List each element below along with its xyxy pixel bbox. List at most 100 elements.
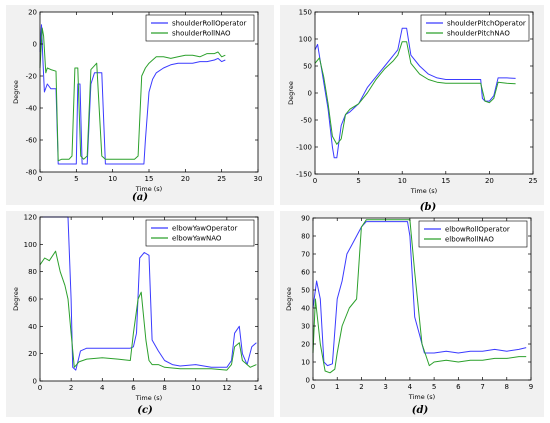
legend-label-shoulderRollNAO: shoulderRollNAO: [172, 30, 231, 38]
series-line-shoulderRollOperator: [39, 24, 226, 165]
y-tick-label: -60: [26, 137, 37, 145]
y-tick-label: 30: [301, 323, 310, 331]
y-tick-label: -50: [301, 117, 312, 125]
series-line-elbowYawOperator: [40, 216, 257, 371]
y-tick-label: 100: [24, 241, 37, 249]
x-axis-label: Time (s): [408, 393, 435, 401]
legend-box: [420, 14, 530, 42]
y-tick-label: -80: [26, 169, 37, 177]
x-axis-label: Time (s): [410, 187, 437, 195]
x-tick-label: 4: [408, 383, 413, 391]
y-tick-label: 0: [33, 378, 37, 386]
x-tick-label: 0: [311, 383, 315, 391]
x-tick-label: 0: [313, 177, 317, 185]
y-tick-label: 50: [303, 63, 312, 71]
y-tick-label: 0: [308, 90, 312, 98]
x-tick-label: 8: [162, 384, 166, 392]
y-tick-label: -100: [296, 144, 312, 152]
y-tick-label: 60: [301, 269, 310, 277]
x-tick-label: 5: [356, 177, 360, 185]
y-axis-label: Degree: [285, 287, 293, 311]
y-tick-label: 10: [301, 359, 310, 367]
x-axis-label: Time (s): [135, 185, 162, 193]
chart-b: 0 5 10 15 20 25 -150 -100 -50 0 50 100 150 Time (s) De…: [287, 9, 537, 214]
x-tick-label: 25: [529, 177, 538, 185]
x-tick-label: 2: [359, 383, 363, 391]
x-tick-label: 15: [145, 175, 154, 183]
panel-caption: (d): [412, 405, 429, 416]
x-tick-label: 15: [441, 177, 450, 185]
y-tick-label: -20: [26, 73, 37, 81]
x-tick-label: 8: [505, 383, 509, 391]
y-tick-label: 120: [24, 214, 37, 222]
y-axis-label: Degree: [12, 80, 20, 104]
legend-label-shoulderPitchNAO: shoulderPitchNAO: [447, 30, 510, 38]
y-tick-label: 50: [301, 287, 310, 295]
x-tick-label: 0: [38, 175, 42, 183]
y-tick-label: -40: [26, 105, 37, 113]
panel-caption: (a): [132, 192, 148, 203]
panel-caption: (c): [137, 405, 153, 416]
x-tick-label: 4: [100, 384, 105, 392]
y-tick-label: 40: [301, 305, 310, 313]
legend-label-elbowRollNAO: elbowRollNAO: [445, 236, 494, 244]
y-axis-label: Degree: [287, 81, 295, 105]
x-tick-label: 2: [69, 384, 73, 392]
x-tick-label: 5: [74, 175, 78, 183]
x-axis-label: Time (s): [135, 394, 162, 402]
y-tick-label: 20: [301, 341, 310, 349]
y-tick-label: 0: [33, 41, 37, 49]
x-tick-label: 6: [456, 383, 461, 391]
x-tick-label: 10: [398, 177, 407, 185]
x-tick-label: 14: [254, 384, 263, 392]
y-tick-label: 20: [28, 350, 37, 358]
x-tick-label: 25: [217, 175, 226, 183]
y-tick-label: -150: [296, 171, 312, 179]
x-tick-label: 9: [529, 383, 533, 391]
legend-box: [145, 219, 255, 247]
legend-label-shoulderRollOperator: shoulderRollOperator: [172, 20, 247, 28]
y-tick-label: 60: [28, 296, 37, 304]
panel-caption: (b): [420, 202, 437, 213]
x-tick-label: 6: [131, 384, 136, 392]
legend-box: [418, 220, 528, 248]
x-tick-label: 5: [432, 383, 436, 391]
y-tick-label: 0: [306, 377, 310, 385]
series-line-elbowRollOperator: [312, 221, 527, 367]
y-tick-label: 40: [28, 323, 37, 331]
x-tick-label: 0: [38, 384, 42, 392]
x-tick-label: 1: [335, 383, 339, 391]
legend-label-elbowYawNAO: elbowYawNAO: [172, 235, 222, 243]
x-tick-label: 12: [222, 384, 231, 392]
x-tick-label: 30: [254, 175, 263, 183]
y-axis-label: Degree: [12, 287, 20, 311]
series-line-shoulderPitchNAO: [314, 41, 516, 145]
plot-frame: [312, 217, 532, 381]
y-tick-label: 20: [28, 9, 37, 17]
x-tick-label: 3: [383, 383, 387, 391]
legend-label-elbowYawOperator: elbowYawOperator: [172, 225, 237, 233]
y-tick-label: 80: [301, 233, 310, 241]
legend-label-elbowRollOperator: elbowRollOperator: [445, 226, 510, 234]
x-tick-label: 10: [191, 384, 200, 392]
series-line-shoulderPitchOperator: [314, 27, 516, 159]
x-tick-label: 20: [485, 177, 494, 185]
legend-box: [145, 14, 255, 42]
y-tick-label: 80: [28, 268, 37, 276]
y-tick-label: 150: [299, 9, 312, 17]
y-tick-label: 90: [301, 215, 310, 223]
x-tick-label: 20: [181, 175, 190, 183]
series-line-shoulderRollNAO: [39, 27, 226, 162]
x-tick-label: 10: [108, 175, 117, 183]
legend-label-shoulderPitchOperator: shoulderPitchOperator: [447, 20, 526, 28]
chart-a: 0 5 10 15 20 25 30 -80 -60 -40 -20 0 20 Time (s) Degre…: [12, 9, 262, 204]
x-tick-label: 7: [480, 383, 484, 391]
y-tick-label: 100: [299, 36, 312, 44]
y-tick-label: 70: [301, 251, 310, 259]
series-line-elbowRollNAO: [312, 219, 527, 374]
series-line-elbowYawNAO: [39, 250, 257, 371]
chart-c: 0 2 4 6 8 10 12 14 0 20 40 60 80 100 120 Time (s) Degree…: [12, 214, 263, 417]
